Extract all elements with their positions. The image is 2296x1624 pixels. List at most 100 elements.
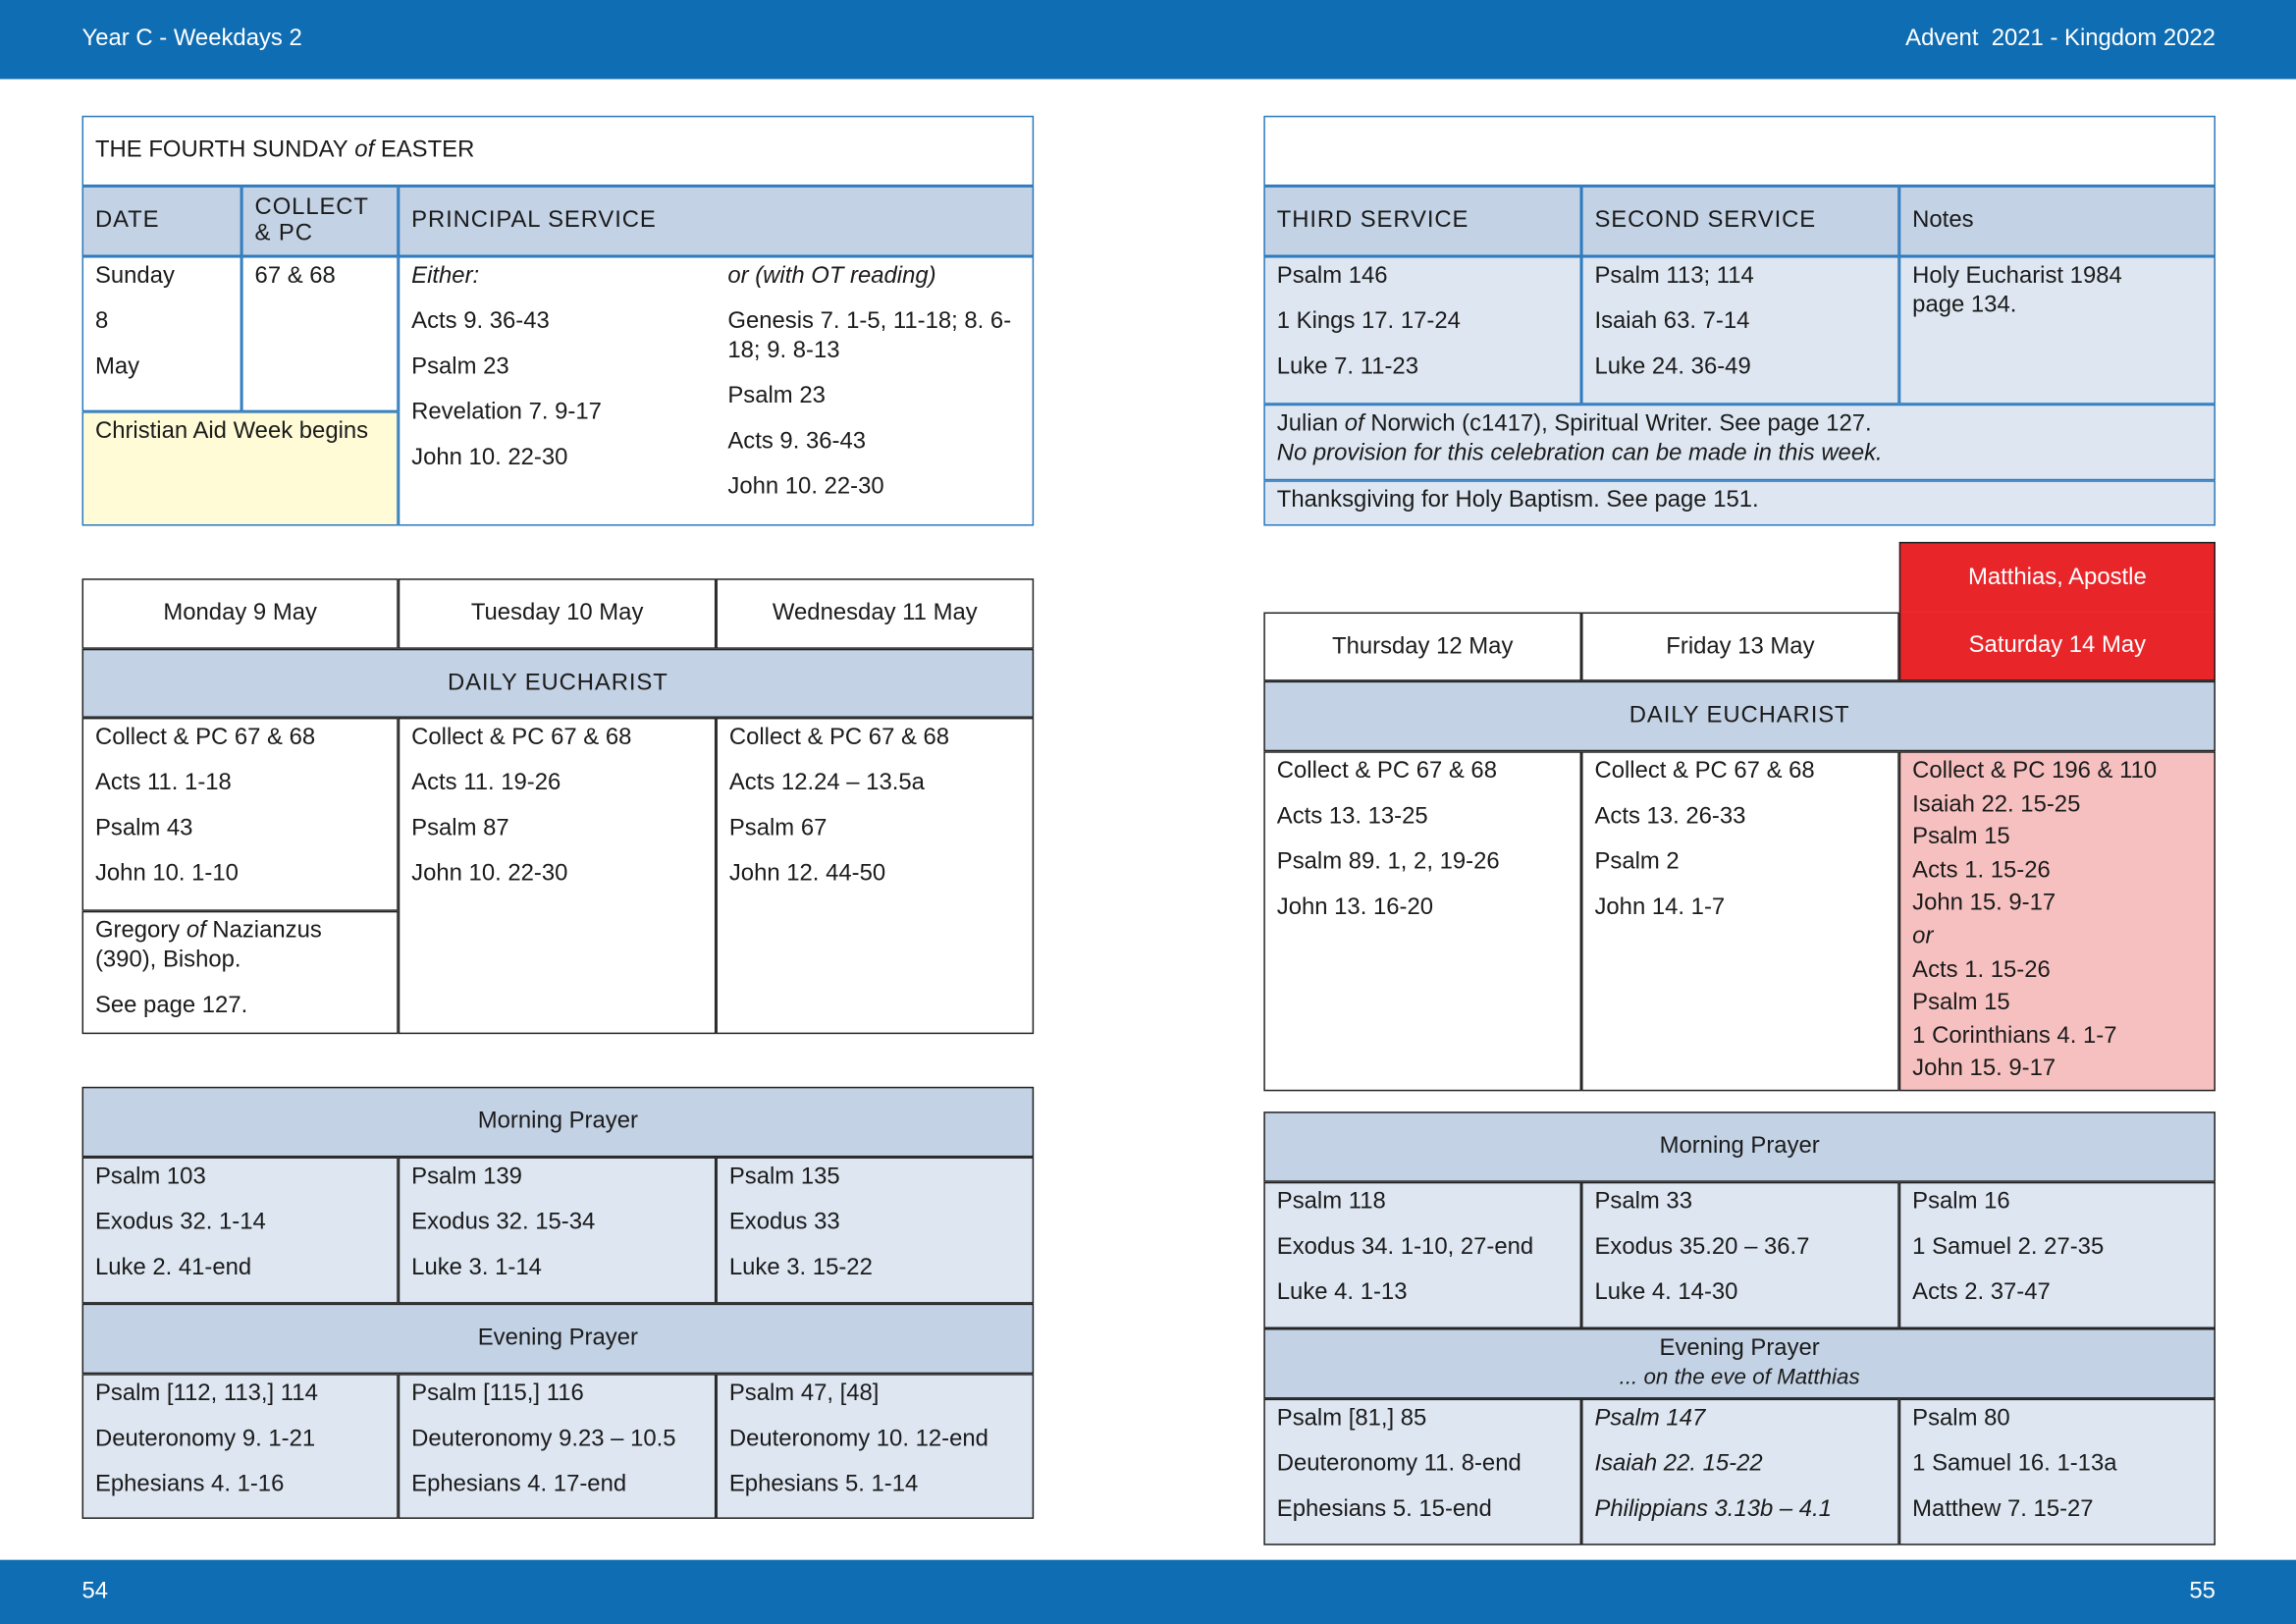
line: 1 Kings 17. 17-24: [1276, 308, 1461, 335]
day-header: Friday 13 May: [1581, 612, 1899, 681]
readings: Acts 9. 36-43 Psalm 23 Revelation 7. 9-17 J…: [411, 307, 704, 473]
line: Psalm 23: [411, 353, 509, 380]
header-text: COLLECT & PC: [254, 194, 369, 246]
text: Gregory: [94, 918, 181, 944]
line: John 10. 22-30: [727, 474, 884, 500]
eucharist-cell: Collect & PC 67 & 68 Acts 13. 26-33 Psalm …: [1581, 751, 1899, 1092]
line: Psalm 43: [94, 815, 193, 841]
line: Exodus 35.20 – 36.7: [1594, 1234, 1810, 1260]
text: of: [186, 918, 206, 944]
eucharist-cell: Collect & PC 67 & 68 Acts 11. 1-18 Psalm 4…: [81, 717, 399, 911]
line: John 10. 22-30: [411, 445, 568, 470]
line: Deuteronomy 9.23 – 10.5: [411, 1426, 676, 1452]
column-header: COLLECT & PC: [241, 186, 399, 257]
title-text: THE FOURTH SUNDAY: [94, 137, 348, 163]
line: Psalm 47, [48]: [728, 1380, 880, 1407]
line: John 15. 9-17: [1912, 1056, 2056, 1082]
prayer-cell: Psalm 118 Exodus 34. 1-10, 27-end Luke 4. …: [1263, 1181, 1582, 1328]
option: or (with OT reading) Genesis 7. 1-5, 11-…: [727, 262, 1020, 518]
line: John 13. 16-20: [1276, 894, 1434, 920]
header-bar: Year C - Weekdays 2 Advent 2021 - Kingdo…: [0, 0, 2296, 80]
section-header: Evening Prayer: [81, 1303, 1035, 1375]
section-header: Evening Prayer ... on the eve of Matthia…: [1263, 1327, 2216, 1399]
section-header: DAILY EUCHARIST: [81, 648, 1035, 718]
prayer-cell: Psalm 147 Isaiah 22. 15-22 Philippians 3.1…: [1581, 1398, 1899, 1545]
collect-cell: 67 & 68: [241, 256, 399, 412]
line: Collect & PC 67 & 68: [1276, 758, 1497, 785]
line: Psalm 118: [1276, 1189, 1386, 1215]
day-header: Thursday 12 May: [1263, 612, 1582, 681]
line: Psalm 33: [1594, 1189, 1692, 1215]
collect: 67 & 68: [254, 263, 336, 289]
prayer-cell: Psalm 16 1 Samuel 2. 27-35 Acts 2. 37-47: [1898, 1181, 2216, 1328]
footer-bar: 54 55: [0, 1559, 2296, 1624]
page-number: 55: [2189, 1579, 2216, 1604]
commemoration-line: Gregory of Nazianzus (390), Bishop.: [95, 917, 385, 976]
line: May: [94, 353, 140, 380]
title-text: of: [354, 137, 375, 163]
line: Luke 4. 14-30: [1594, 1279, 1738, 1306]
line: Sunday: [94, 263, 175, 289]
line: Exodus 33: [728, 1210, 840, 1235]
line: Psalm 139: [411, 1164, 522, 1190]
eucharist-cell: Collect & PC 67 & 68 Acts 11. 19-26 Psalm …: [398, 717, 717, 1035]
line: Ephesians 4. 1-16: [94, 1472, 285, 1497]
line: Acts 12.24 – 13.5a: [728, 770, 925, 795]
line: 8: [94, 308, 109, 335]
line: John 10. 22-30: [411, 861, 568, 887]
line: Matthew 7. 15-27: [1912, 1496, 2094, 1522]
line: Ephesians 5. 15-end: [1276, 1496, 1492, 1522]
line: Deuteronomy 11. 8-end: [1276, 1451, 1522, 1477]
line: Psalm 103: [94, 1164, 206, 1190]
eucharist-cell: Collect & PC 196 & 110 Isaiah 22. 15-25 Ps…: [1898, 751, 2216, 1092]
line: John 10. 1-10: [94, 861, 239, 887]
blank-row: [1263, 115, 2216, 187]
second-service: Psalm 113; 114 Isaiah 63. 7-14 Luke 24. 36…: [1581, 256, 1899, 405]
note-cell: Christian Aid Week begins: [81, 411, 399, 526]
commemoration-line: Julian of Norwich (c1417), Spiritual Wri…: [1277, 410, 2203, 440]
line: Genesis 7. 1-5, 11-18; 8. 6-18; 9. 8-13: [727, 308, 1012, 363]
line: Acts 11. 19-26: [411, 770, 561, 795]
date-cell: Sunday 8 May: [81, 256, 242, 412]
column-header: SECOND SERVICE: [1581, 186, 1899, 257]
prayer-cell: Psalm 80 1 Samuel 16. 1-13a Matthew 7. 15-…: [1898, 1398, 2216, 1545]
line: Isaiah 63. 7-14: [1594, 308, 1750, 335]
provision: No provision for this celebration can be…: [1276, 441, 1883, 466]
line: Psalm [115,] 116: [411, 1380, 584, 1407]
line: Exodus 34. 1-10, 27-end: [1276, 1234, 1534, 1260]
line: or: [1912, 924, 1934, 949]
commemoration: Julian of Norwich (c1417), Spiritual Wri…: [1263, 404, 2216, 481]
feast-header: Matthias, Apostle: [1898, 541, 2216, 613]
line: Collect & PC 67 & 68: [411, 725, 632, 750]
line: Psalm [81,] 85: [1276, 1406, 1427, 1432]
commemoration: Gregory of Nazianzus (390), Bishop. See …: [81, 910, 399, 1035]
line: Psalm 135: [728, 1164, 840, 1190]
readings: Genesis 7. 1-5, 11-18; 8. 6-18; 9. 8-13 P…: [727, 307, 1020, 502]
line: Psalm [112, 113,] 114: [94, 1380, 318, 1407]
line: Psalm 16: [1912, 1189, 2010, 1215]
prayer-cell: Psalm [112, 113,] 114 Deuteronomy 9. 1-21…: [81, 1374, 399, 1519]
line: Deuteronomy 9. 1-21: [94, 1426, 316, 1452]
column-header: DATE: [81, 186, 242, 257]
line: John 14. 1-7: [1594, 894, 1726, 920]
line: Acts 13. 26-33: [1594, 803, 1746, 830]
line: Acts 13. 13-25: [1276, 803, 1428, 830]
line: Acts 9. 36-43: [727, 429, 867, 455]
line: Acts 1. 15-26: [1912, 857, 2051, 884]
table-title: THE FOURTH SUNDAY of EASTER: [81, 115, 1035, 187]
line: John 15. 9-17: [1912, 891, 2056, 916]
line: 1 Samuel 16. 1-13a: [1912, 1451, 2117, 1477]
prayer-cell: Psalm [81,] 85 Deuteronomy 11. 8-end Ephes…: [1263, 1398, 1582, 1545]
line: 1 Samuel 2. 27-35: [1912, 1234, 2105, 1260]
section-header: DAILY EUCHARIST: [1263, 680, 2216, 752]
page-number: 54: [81, 1579, 109, 1604]
notes: Holy Eucharist 1984 page 134.: [1898, 256, 2216, 405]
line: Acts 11. 1-18: [94, 770, 232, 795]
line: Deuteronomy 10. 12-end: [728, 1426, 988, 1452]
line: Acts 2. 37-47: [1912, 1279, 2051, 1306]
line: Luke 7. 11-23: [1276, 353, 1418, 380]
third-service: Psalm 146 1 Kings 17. 17-24 Luke 7. 11-23: [1263, 256, 1582, 405]
line: Isaiah 22. 15-22: [1594, 1451, 1763, 1477]
eucharist-cell: Collect & PC 67 & 68 Acts 13. 13-25 Psalm …: [1263, 751, 1582, 1092]
section-title: Evening Prayer: [1659, 1335, 1820, 1361]
